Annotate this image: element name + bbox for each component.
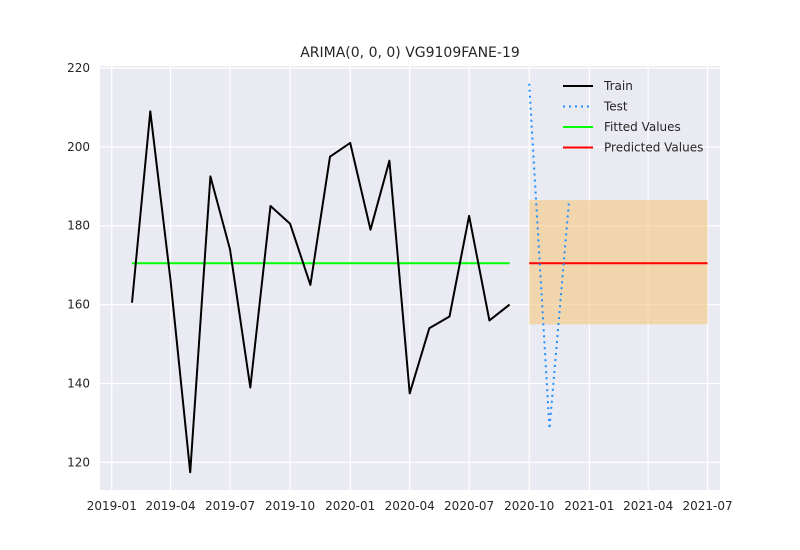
- legend-label-predicted-values: Predicted Values: [604, 141, 703, 155]
- tick-labels: 2019-01 2019-04 2019-07 2019-10 2020-01 2020-…: [67, 61, 733, 513]
- y-tick-label: 220: [67, 61, 90, 75]
- x-tick-label: 2021-01: [564, 499, 614, 513]
- x-tick-label: 2019-01: [87, 499, 137, 513]
- y-tick-label: 120: [67, 455, 90, 469]
- x-tick-label: 2020-10: [504, 499, 554, 513]
- legend-label-fitted-values: Fitted Values: [604, 120, 681, 134]
- y-tick-label: 180: [67, 219, 90, 233]
- legend: Train Test Fitted Values Predicted Values: [563, 79, 703, 155]
- x-tick-label: 2020-01: [325, 499, 375, 513]
- series-layer: [131, 83, 708, 474]
- legend-label-train: Train: [603, 79, 633, 93]
- x-tick-label: 2021-04: [623, 499, 673, 513]
- series-train-line: [131, 110, 511, 474]
- series-test-line: [528, 83, 571, 430]
- y-tick-label: 140: [67, 377, 90, 391]
- x-tick-label: 2019-04: [145, 499, 195, 513]
- x-tick-label: 2019-10: [265, 499, 315, 513]
- x-tick-label: 2020-07: [444, 499, 494, 513]
- legend-label-test: Test: [603, 100, 628, 114]
- x-tick-label: 2021-07: [683, 499, 733, 513]
- chart-title: ARIMA(0, 0, 0) VG9109FANE-19: [300, 45, 520, 61]
- y-tick-label: 160: [67, 298, 90, 312]
- y-tick-label: 200: [67, 140, 90, 154]
- x-tick-label: 2019-07: [205, 499, 255, 513]
- x-tick-label: 2020-04: [385, 499, 435, 513]
